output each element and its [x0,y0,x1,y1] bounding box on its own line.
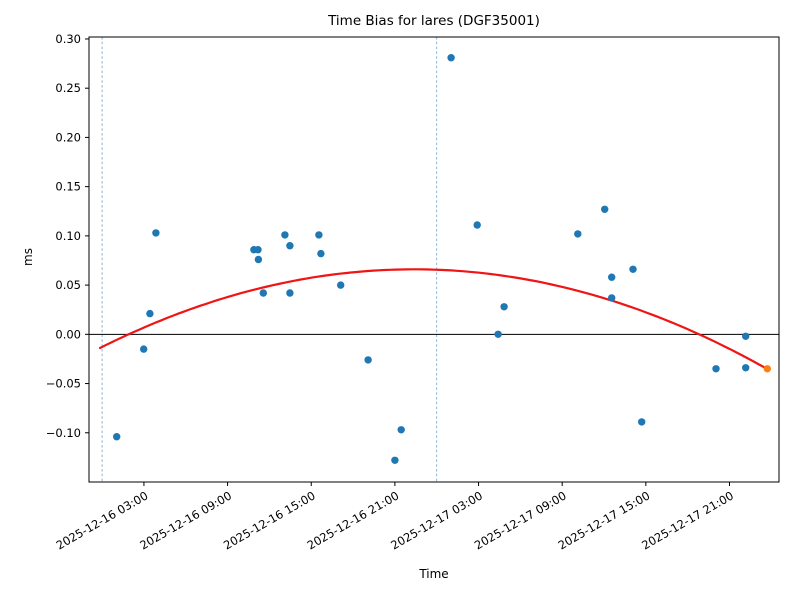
data-point [608,294,616,302]
data-point [742,364,750,372]
y-tick-label: 0.05 [55,278,81,292]
data-point [574,230,582,238]
chart-title: Time Bias for lares (DGF35001) [328,13,540,29]
data-point [742,332,750,340]
data-point [397,426,405,434]
axes-frame [88,36,780,483]
data-point [494,330,502,338]
data-point [254,255,263,264]
y-tick-label: 0.00 [55,327,81,341]
data-point [146,309,154,318]
x-tick-label: 2025-12-17 09:00 [472,488,569,552]
data-point [254,246,262,254]
x-tick-label: 2025-12-16 09:00 [137,488,234,552]
x-axis-label: Time [419,567,449,581]
data-point [259,289,267,297]
data-point [337,281,345,289]
fit-curve [98,268,769,371]
x-tick-label: 2025-12-16 15:00 [221,488,318,552]
x-tick-label: 2025-12-17 21:00 [639,488,736,552]
x-tick-label: 2025-12-17 15:00 [556,488,653,552]
data-point [500,303,508,311]
data-point [286,289,294,297]
data-point [473,221,481,229]
data-point [317,249,325,258]
y-tick-label: 0.25 [55,81,81,95]
data-point [712,365,720,373]
data-point [152,229,160,237]
data-point [447,54,455,62]
y-tick-label: 0.10 [55,229,81,243]
data-point [638,418,646,426]
x-tick-label: 2025-12-16 03:00 [54,488,151,552]
data-point [629,265,637,273]
y-tick-label: −0.05 [46,377,81,391]
data-point [140,345,148,353]
data-point [113,433,121,441]
data-point [391,456,399,464]
data-point [281,231,289,239]
y-tick-label: 0.30 [55,32,81,46]
x-tick-label: 2025-12-17 03:00 [388,488,485,552]
x-tick-label: 2025-12-16 21:00 [305,488,402,552]
y-axis-label: ms [21,248,35,266]
data-point [608,273,616,281]
y-tick-label: 0.20 [55,130,81,144]
data-point [315,231,323,239]
y-tick-label: −0.10 [46,426,81,440]
y-tick-label: 0.15 [55,180,81,194]
latest-data-point [763,365,771,373]
data-point [601,205,609,213]
data-point [364,356,372,364]
data-point [286,242,294,250]
